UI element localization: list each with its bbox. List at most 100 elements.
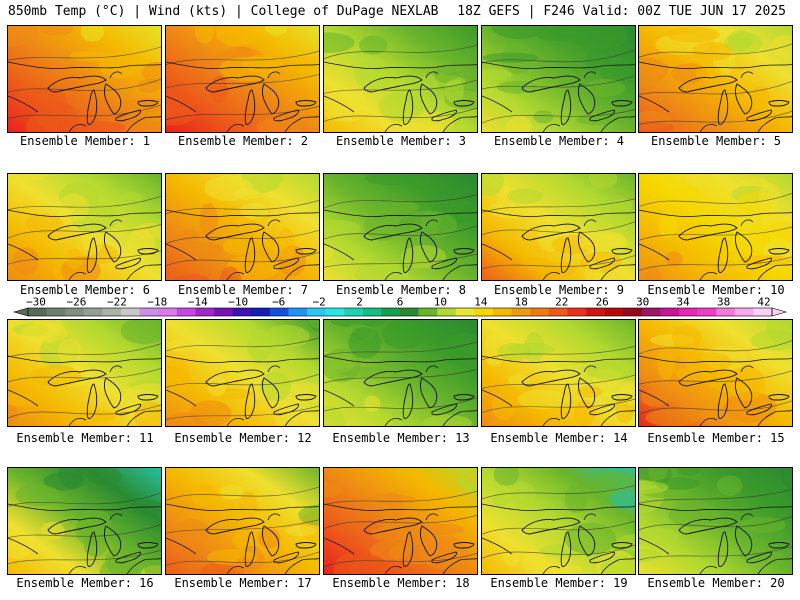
colorbar-tick-label: 14 — [474, 296, 488, 309]
height-contour — [166, 106, 319, 121]
temperature-blob — [262, 324, 310, 349]
coastline — [324, 355, 477, 363]
height-contour — [166, 486, 319, 501]
temperature-blob — [492, 493, 510, 507]
great-lake-outline — [746, 551, 772, 564]
great-lake-outline — [589, 109, 615, 122]
ensemble-member-label: Ensemble Member: 11 — [16, 431, 154, 445]
ensemble-member-map — [323, 319, 478, 427]
colorbar-segment — [325, 308, 345, 316]
height-contour — [166, 199, 319, 215]
temperature-blob — [324, 32, 355, 54]
ensemble-member-label: Ensemble Member: 16 — [16, 576, 154, 590]
coastline — [542, 418, 561, 426]
temperature-blob — [189, 400, 232, 426]
height-contour — [482, 198, 635, 213]
colorbar-min-arrow — [12, 307, 29, 317]
temperature-field — [482, 174, 635, 280]
colorbar-segment — [46, 308, 66, 316]
great-lake-outline — [262, 525, 280, 557]
great-lake-outline — [115, 109, 141, 122]
temperature-field — [8, 174, 161, 280]
coastline — [384, 566, 403, 574]
coastline — [442, 410, 477, 426]
temperature-blob — [573, 26, 628, 50]
temperature-field — [482, 26, 635, 132]
height-contour — [166, 405, 319, 420]
coastline — [482, 95, 513, 113]
coastline — [600, 558, 635, 574]
temperature-field — [166, 468, 319, 574]
temperature-blob — [641, 389, 670, 407]
height-contour — [639, 110, 792, 125]
temperature-field — [324, 174, 477, 280]
coastline — [583, 365, 597, 373]
height-contour — [166, 551, 319, 566]
coastline — [482, 355, 635, 363]
coastline — [542, 124, 561, 132]
coastline — [583, 71, 597, 79]
colorbar-tick-label: −22 — [107, 296, 127, 309]
temperature-field — [8, 468, 161, 574]
great-lake-outline — [578, 377, 596, 409]
header: 850mb Temp (°C) | Wind (kts) | College o… — [0, 0, 800, 24]
coastline — [8, 209, 161, 217]
colorbar-segment — [418, 308, 438, 316]
great-lake-outline — [717, 531, 729, 567]
great-lake-outline — [560, 531, 572, 567]
temperature-blob — [409, 174, 432, 190]
temperature-blob — [564, 485, 588, 514]
great-lake-outline — [244, 89, 256, 125]
great-lake-outline — [453, 100, 475, 107]
temperature-blob — [507, 374, 531, 387]
great-lake-outline — [402, 89, 414, 125]
temperature-blob — [355, 261, 409, 280]
height-contour — [8, 78, 161, 93]
coastline — [324, 243, 355, 261]
temperature-blob — [348, 327, 382, 359]
coastline — [324, 95, 355, 113]
great-lake-outline — [104, 231, 122, 263]
coastline — [425, 71, 439, 79]
temperature-blob — [488, 200, 537, 219]
great-lake-outline — [746, 109, 772, 122]
temperature-blob — [215, 26, 257, 47]
temperature-blob — [277, 228, 296, 260]
coastline — [583, 513, 597, 521]
coastline — [166, 209, 319, 217]
coastline — [8, 503, 161, 511]
temperature-blob — [207, 376, 227, 397]
temperature-field — [324, 468, 477, 574]
colorbar-segment — [307, 308, 326, 316]
temperature-blob — [365, 174, 418, 186]
temperature-blob — [12, 246, 39, 276]
coastline — [639, 95, 670, 113]
height-contour — [324, 194, 477, 209]
temperature-blob — [80, 26, 105, 42]
coastline — [166, 355, 319, 363]
coastline — [639, 209, 792, 217]
temperature-blob — [69, 50, 109, 62]
great-lake-outline — [273, 551, 299, 564]
temperature-blob — [371, 526, 412, 542]
coastline — [226, 566, 245, 574]
height-contour — [482, 221, 635, 236]
temperature-blob — [780, 468, 792, 490]
temperature-blob — [15, 87, 55, 106]
coastline — [166, 243, 197, 261]
temperature-blob — [382, 320, 425, 350]
temperature-blob — [363, 395, 381, 412]
colorbar-segment — [232, 308, 252, 316]
temperature-blob — [137, 78, 161, 94]
temperature-blob — [285, 525, 317, 537]
height-contour — [324, 107, 477, 122]
coastline — [639, 61, 792, 69]
temperature-field — [166, 320, 319, 426]
colorbar-tick-label: 38 — [717, 296, 730, 309]
temperature-blob — [482, 174, 504, 197]
great-lake-outline — [137, 394, 159, 401]
temperature-field — [639, 26, 792, 132]
temperature-shading — [8, 26, 161, 132]
temperature-blob — [482, 68, 512, 81]
temperature-blob — [684, 352, 732, 372]
